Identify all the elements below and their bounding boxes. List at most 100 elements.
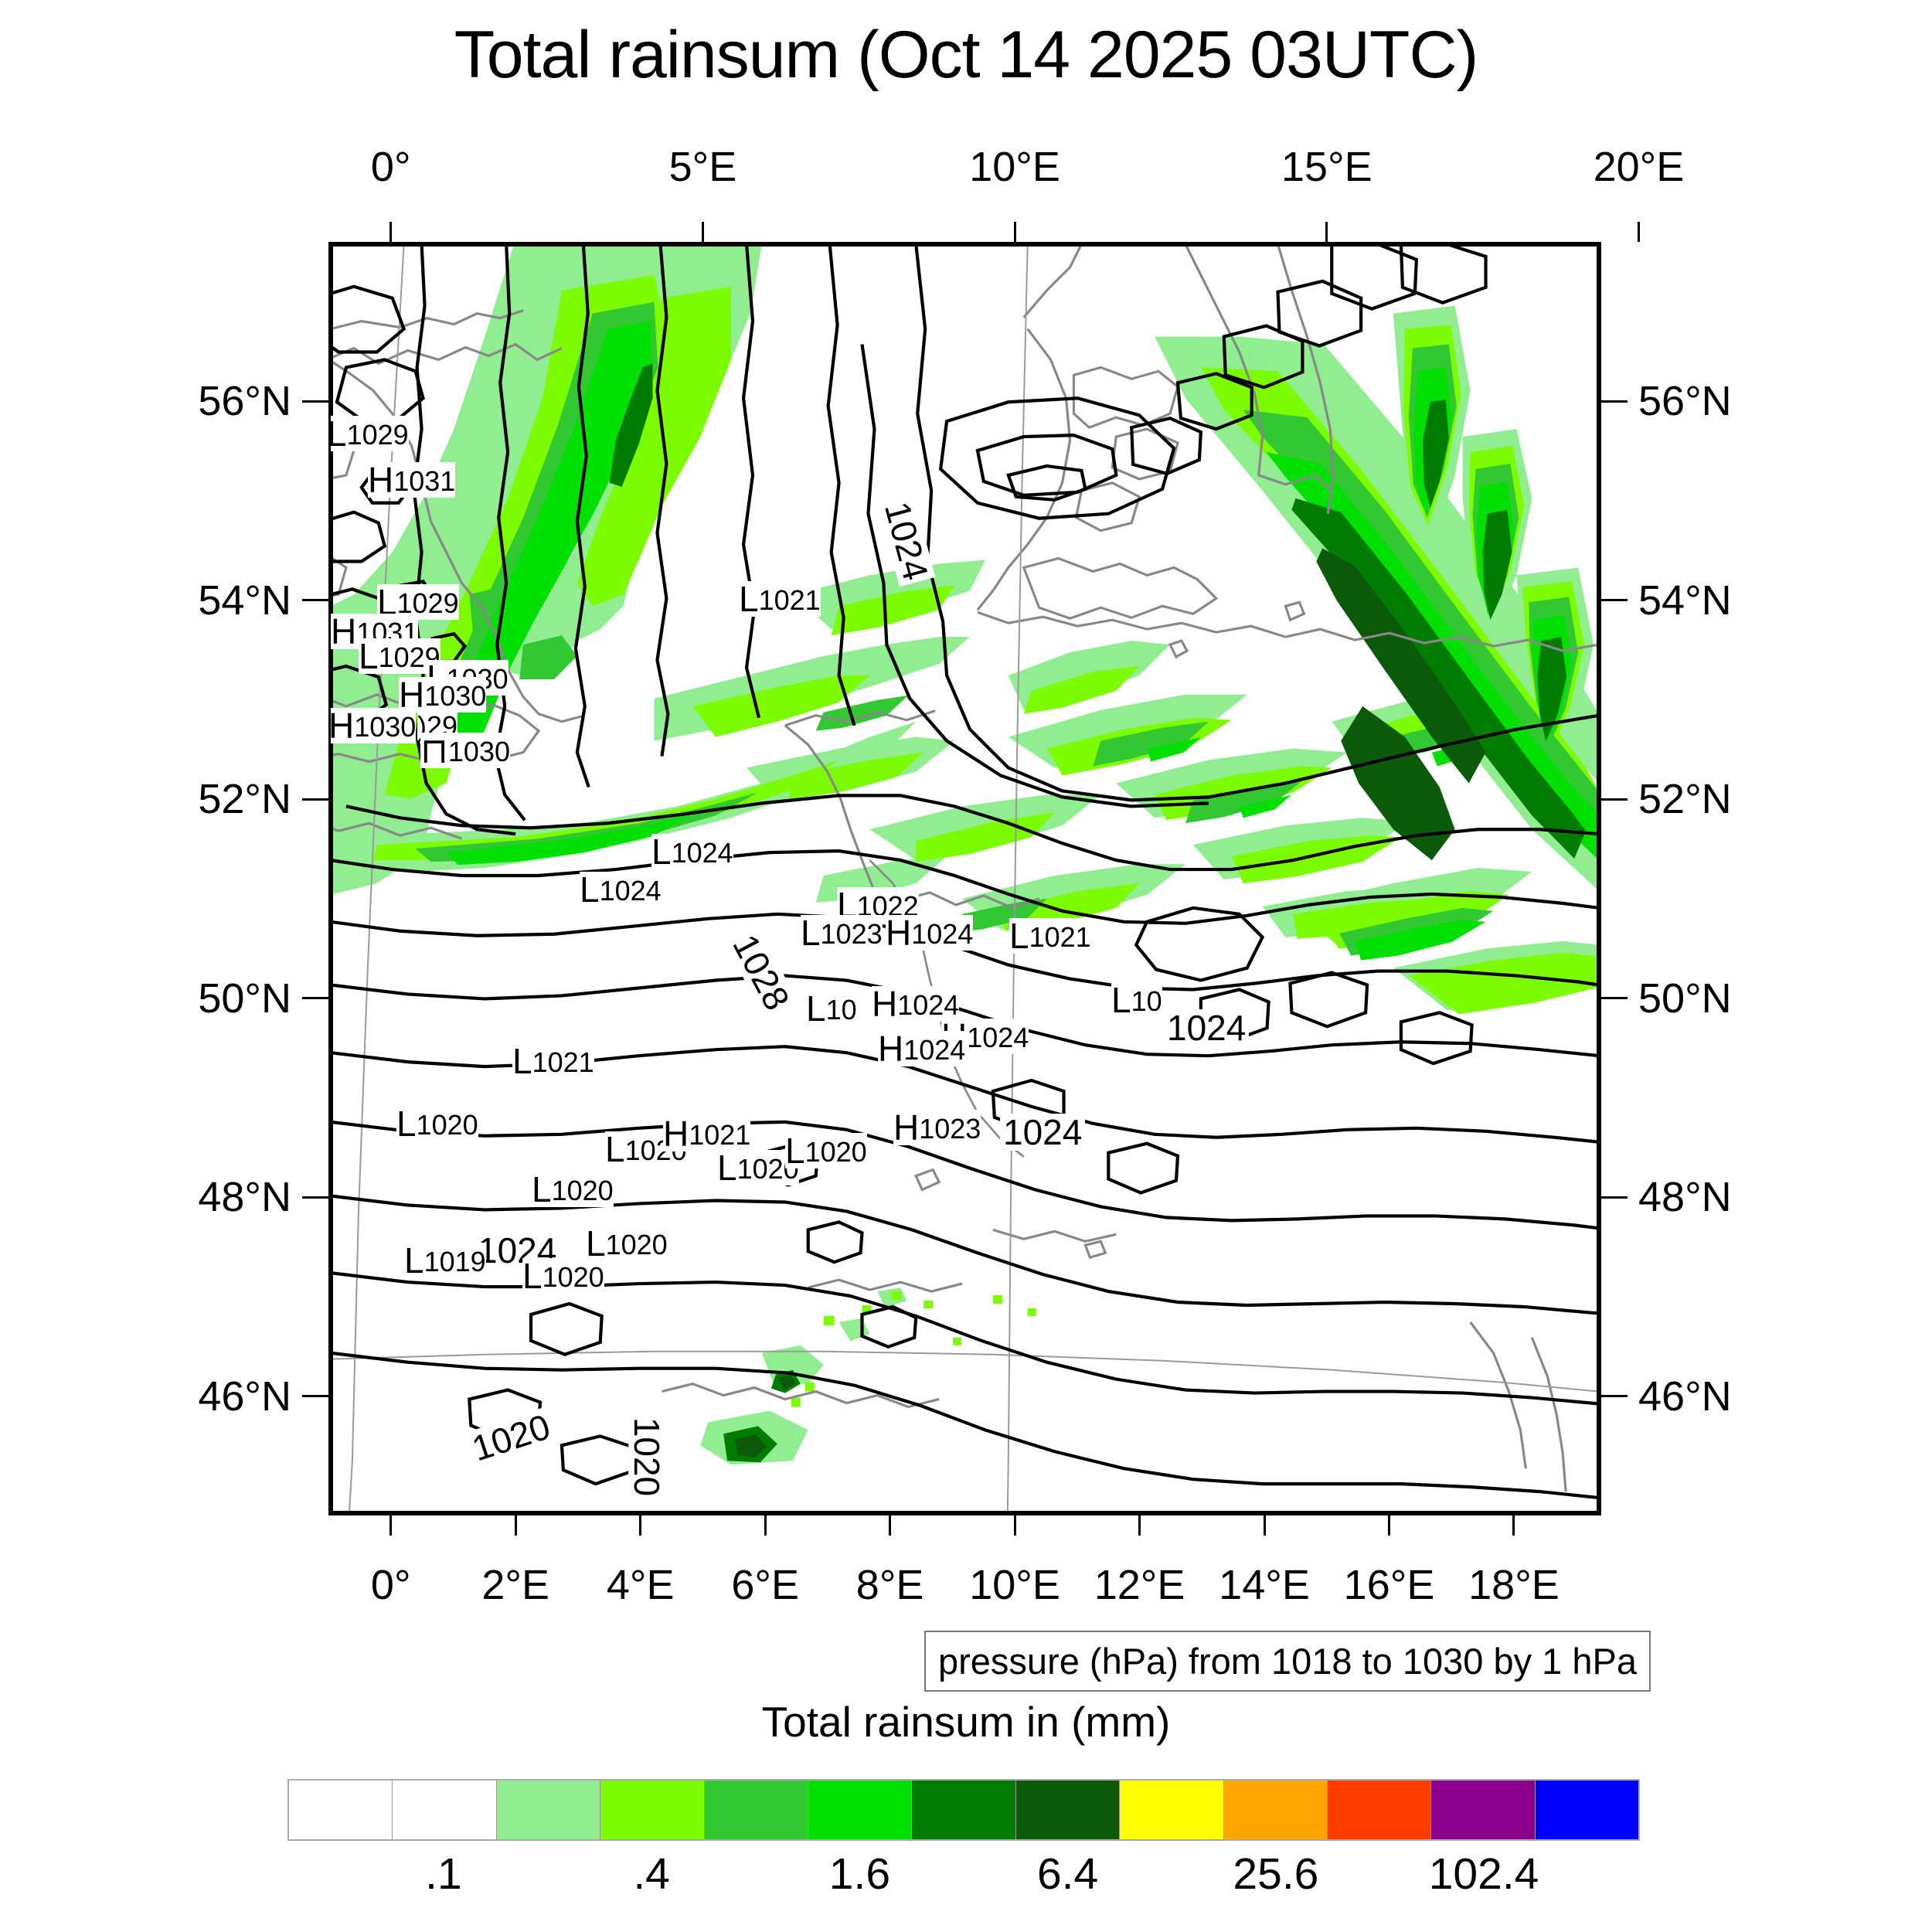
- pressure-centre-L-1020-f: L1020: [586, 1223, 668, 1264]
- axis-bottom-label-9: 18°E: [1468, 1562, 1560, 1608]
- map-canvas: [331, 244, 1599, 1513]
- axis-tick-mark: [1637, 222, 1640, 242]
- colorbar-tick-2: 1.6: [828, 1849, 891, 1899]
- pressure-centre-L-1021-baltic: L1021: [739, 579, 821, 619]
- axis-tick-mark: [302, 400, 328, 403]
- axis-bottom-label-6: 12°E: [1094, 1562, 1185, 1608]
- colorbar-segment-9[interactable]: [1223, 1781, 1328, 1839]
- colorbar-segment-6[interactable]: [912, 1781, 1016, 1839]
- colorbar-segment-3[interactable]: [600, 1781, 705, 1839]
- axis-right-label-5: 46°N: [1638, 1372, 1732, 1420]
- colorbar-tick-4: 25.6: [1233, 1849, 1319, 1899]
- pressure-centre-L-1022-edge: L10: [1111, 980, 1162, 1020]
- axis-tick-mark: [389, 1515, 393, 1536]
- colorbar-segment-11[interactable]: [1431, 1781, 1536, 1839]
- pressure-centre-H-1023: H1023: [893, 1107, 981, 1148]
- axis-tick-mark: [1013, 1515, 1016, 1536]
- axis-top-label-1: 5°E: [668, 144, 737, 190]
- axis-tick-mark: [639, 1515, 642, 1536]
- axis-bottom-label-0: 0°: [370, 1562, 411, 1608]
- axis-tick-mark: [1601, 798, 1628, 801]
- pressure-centre-L-1020-d: L1020: [785, 1131, 867, 1171]
- colorbar-segment-2[interactable]: [496, 1781, 601, 1839]
- contour-label-1020-south: 1020: [627, 1413, 667, 1500]
- pressure-centre-H-1030-a: H1030: [399, 675, 487, 715]
- colorbar-segment-7[interactable]: [1015, 1781, 1121, 1839]
- colorbar-segment-1[interactable]: [393, 1781, 497, 1839]
- axis-top-label-0: 0°: [370, 144, 411, 190]
- pressure-centre-L-1020-a: L1020: [396, 1104, 478, 1144]
- pressure-centre-H-1031-a: H1031: [368, 460, 456, 500]
- colorbar-title: Total rainsum in (mm): [761, 1698, 1171, 1746]
- pressure-centre-L-1021-c: L1021: [512, 1041, 594, 1081]
- axis-bottom-label-5: 10°E: [969, 1562, 1060, 1608]
- axis-right-label-3: 50°N: [1638, 975, 1732, 1022]
- page-title: Total rainsum (Oct 14 2025 03UTC): [454, 18, 1478, 92]
- axis-tick-mark: [1013, 222, 1016, 242]
- pressure-centre-L-1020-c: L1020: [717, 1148, 799, 1188]
- pressure-centre-L-1029-c: L1029: [359, 636, 440, 676]
- colorbar-tick-0: .1: [425, 1849, 462, 1899]
- colorbar-tick-labels: .1 .4 1.6 6.4 25.6 102.4: [287, 1849, 1640, 1918]
- isobar-layer: [331, 244, 1599, 1500]
- pressure-centre-H-1024-a: H1024: [886, 913, 974, 953]
- axis-tick-mark: [889, 1515, 892, 1536]
- pressure-centre-H-1030-b: H1030: [328, 706, 417, 746]
- contour-label-1024-east: 1024: [1164, 1009, 1250, 1046]
- axis-tick-mark: [302, 798, 328, 801]
- pressure-centre-H-1021: H1021: [663, 1114, 751, 1154]
- axis-tick-mark: [302, 599, 328, 601]
- axis-tick-mark: [302, 1395, 328, 1397]
- axis-top-label-4: 20°E: [1593, 144, 1685, 190]
- axis-tick-mark: [1325, 222, 1328, 242]
- colorbar-segment-0[interactable]: [289, 1781, 393, 1839]
- axis-left-label-0: 56°N: [198, 378, 291, 424]
- axis-right-label-2: 52°N: [1638, 776, 1732, 822]
- axis-tick-mark: [514, 1515, 517, 1536]
- axis-right-label-4: 48°N: [1638, 1174, 1732, 1220]
- colorbar-segment-4[interactable]: [704, 1781, 808, 1839]
- pressure-centre-L-1020-g: L1020: [522, 1256, 604, 1296]
- colorbar-tick-1: .4: [633, 1849, 670, 1899]
- pressure-centre-H-1030-c: ⊓1030: [420, 730, 510, 770]
- pressure-legend: pressure (hPa) from 1018 to 1030 by 1 hP…: [924, 1631, 1651, 1692]
- axis-tick-mark: [1263, 1515, 1266, 1536]
- map-plot-area[interactable]: 1024 1028 1024 1024 1024 1020 1020 1022 …: [328, 242, 1601, 1515]
- pressure-centre-L-1020-e: L1020: [532, 1169, 614, 1209]
- pressure-centre-L-1024-a: L1024: [651, 832, 733, 872]
- coastline-layer: [331, 244, 1599, 1492]
- axis-tick-mark: [1601, 599, 1628, 601]
- colorbar-segment-5[interactable]: [808, 1781, 913, 1839]
- pressure-centre-H-1024-b: H1024: [872, 984, 960, 1024]
- pressure-centre-H-1024-d: H1024: [878, 1029, 966, 1069]
- axis-left-label-5: 46°N: [198, 1372, 291, 1420]
- axis-left-label-2: 52°N: [198, 776, 291, 822]
- colorbar[interactable]: [287, 1779, 1640, 1841]
- pressure-centre-L-1022-b: L10: [806, 988, 857, 1029]
- axis-tick-mark: [302, 997, 328, 999]
- colorbar-segment-8[interactable]: [1120, 1781, 1224, 1839]
- axis-bottom-label-7: 14°E: [1219, 1562, 1310, 1608]
- axis-left-label-4: 48°N: [198, 1174, 291, 1220]
- colorbar-segment-10[interactable]: [1327, 1781, 1432, 1839]
- axis-tick-mark: [389, 222, 393, 242]
- axis-tick-mark: [302, 1196, 328, 1199]
- axis-tick-mark: [1601, 1395, 1628, 1397]
- contour-label-1024-centre: 1024: [1000, 1114, 1086, 1151]
- precip-fill-layer: [331, 244, 1599, 1465]
- axis-bottom-label-8: 16°E: [1343, 1562, 1435, 1608]
- axis-tick-mark: [1601, 997, 1628, 999]
- axis-tick-mark: [1388, 1515, 1390, 1536]
- axis-bottom-label-4: 8°E: [855, 1562, 924, 1608]
- pressure-centre-L-1019: L1019: [404, 1240, 486, 1281]
- axis-right-label-1: 54°N: [1638, 577, 1732, 624]
- colorbar-tick-3: 6.4: [1036, 1849, 1099, 1899]
- colorbar-segment-12[interactable]: [1535, 1781, 1639, 1839]
- axis-tick-mark: [1512, 1515, 1515, 1536]
- axis-tick-mark: [701, 222, 704, 242]
- pressure-centre-L-1023: L1023: [801, 913, 883, 953]
- axis-tick-mark: [764, 1515, 767, 1536]
- axis-top-label-3: 15°E: [1281, 144, 1372, 190]
- axis-left-label-1: 54°N: [198, 577, 291, 624]
- pressure-centre-L-1021-b: L1021: [1009, 916, 1091, 956]
